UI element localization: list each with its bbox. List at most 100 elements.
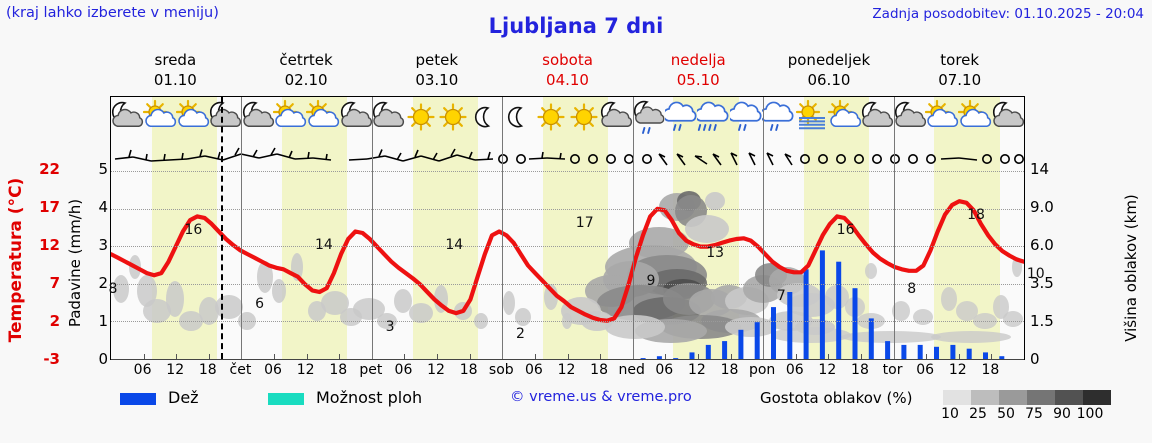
horizontal-gridline: [111, 171, 1024, 172]
x-axis-tick-labels: 06 12 18 čet 06 12 18 pet 06 12 18 sob 06 12 18 ned 06 12…: [110, 362, 1025, 382]
x-axis-tick: [828, 354, 830, 359]
precipitation-bar: [656, 356, 662, 360]
page-title: Ljubljana 7 dni: [488, 14, 664, 38]
cloud-blob: [913, 309, 933, 325]
x-axis-tick: [306, 354, 308, 359]
weather-icon-moon-cloud: [991, 99, 1025, 141]
cloud-blob: [215, 295, 243, 319]
x-tick-label: 18: [329, 362, 348, 378]
cloud-density-cell-100: [1083, 390, 1111, 405]
cloud-blob: [166, 281, 184, 317]
cloud-density-tick: 100: [1076, 406, 1104, 422]
day-header-3: sobota 04.10: [502, 50, 633, 94]
day-date: 07.10: [938, 71, 982, 89]
x-tick-label: 18: [198, 362, 217, 378]
cloud-height-tick: 9.0: [1030, 198, 1054, 216]
cloud-height-axis-title: Višina oblakov (km): [1122, 168, 1148, 368]
cloud-blob: [353, 298, 385, 320]
precipitation-bar: [705, 344, 711, 360]
cloud-blob: [956, 301, 978, 321]
precipitation-bar: [722, 341, 728, 360]
weather-icon-cloud-rain-heavy: [697, 99, 731, 141]
forecast-plot: 8 16 6 14 3 14 2 17 9 13 7 16 8 18 10: [108, 96, 1045, 360]
x-tick-label: 12: [948, 362, 967, 378]
cloud-density-scale: [943, 390, 1111, 405]
x-tick-label: 12: [557, 362, 576, 378]
precipitation-tick: 4: [98, 198, 108, 216]
x-tick-label: 12: [688, 362, 706, 378]
location-menu-hint[interactable]: (kraj lahko izberete v meniju): [6, 5, 219, 21]
cloud-blob: [1003, 311, 1023, 327]
cloud-density-cell-50: [999, 390, 1027, 405]
precipitation-bar: [999, 356, 1005, 360]
day-date: 04.10: [546, 71, 589, 89]
temperature-value-label: 16: [836, 222, 855, 239]
precipitation-bar: [966, 348, 972, 360]
temperature-value-label: 18: [967, 207, 985, 224]
day-name: sobota: [542, 51, 593, 69]
x-tick-label: 12: [427, 362, 445, 378]
cloud-density-cell-10: [943, 390, 971, 405]
day-name: petek: [415, 51, 459, 69]
x-axis-tick: [208, 354, 210, 359]
cloud-height-tick: 6.0: [1030, 236, 1054, 254]
x-tick-label: sob: [488, 362, 514, 378]
cloud-density-tick: 75: [1025, 406, 1043, 422]
cloud-density-tick: 90: [1053, 406, 1071, 422]
day-header-4: nedelja 05.10: [633, 50, 764, 94]
temperature-value-label: 2: [516, 326, 525, 343]
day-separator: [632, 97, 634, 359]
x-axis-tick: [795, 354, 797, 359]
x-axis-tick: [534, 354, 536, 359]
weather-icon-sun-cloud: [142, 99, 177, 141]
weather-icon-strip: [111, 97, 1024, 145]
cloud-blob: [841, 331, 941, 343]
temperature-value-label: 9: [646, 273, 656, 290]
precipitation-bar: [885, 341, 891, 360]
day-date: 01.10: [153, 71, 197, 89]
precipitation-bar: [787, 292, 793, 360]
weather-icon-cloud-rain: [762, 99, 796, 141]
weather-icon-sun: [567, 99, 601, 141]
cloud-blob: [394, 289, 412, 313]
current-time-line: [220, 97, 223, 359]
weather-icon-moon-cloud: [110, 99, 144, 141]
temperature-value-label: 7: [776, 288, 786, 305]
x-tick-label: ned: [618, 362, 645, 378]
legend: Dež Možnost ploh © vreme.us & vreme.pro …: [120, 388, 1142, 434]
precipitation-axis-ticks: 5 4 3 2 1 0: [88, 160, 108, 368]
copyright-link[interactable]: © vreme.us & vreme.pro: [510, 389, 692, 405]
cloud-density-layer: [113, 191, 1023, 343]
x-tick-label: 06: [264, 362, 282, 378]
weather-icon-moon: [502, 99, 536, 141]
temperature-value-label: 8: [907, 280, 917, 297]
weather-icon-sun-cloud: [175, 99, 210, 141]
horizontal-gridline: [111, 359, 1024, 360]
weather-icon-sun-fog: [795, 99, 829, 141]
temperature-axis-label: Temperatura (°C): [6, 177, 26, 343]
cloud-blob: [474, 313, 488, 329]
showers-legend-swatch: [268, 393, 304, 405]
x-axis-tick: [860, 354, 862, 359]
precipitation-bar: [738, 329, 744, 360]
cloud-blob: [973, 313, 997, 329]
temperature-value-label: 6: [255, 295, 265, 312]
x-tick-label: 06: [133, 362, 152, 378]
day-separator: [241, 97, 243, 359]
day-header-5: ponedeljek 06.10: [764, 50, 895, 94]
temperature-axis-ticks: 22 17 12 7 2 -3: [26, 160, 60, 368]
precipitation-bar: [852, 288, 858, 360]
weather-icon-sun: [404, 99, 438, 141]
precipitation-tick: 0: [98, 350, 108, 368]
precipitation-bar: [868, 318, 874, 360]
day-date: 03.10: [415, 71, 459, 89]
precipitation-axis-label: Padavine (mm/h): [66, 198, 84, 328]
x-axis-tick: [437, 354, 439, 359]
precipitation-bar: [836, 261, 842, 360]
x-axis-tick: [665, 354, 667, 359]
x-tick-label: 18: [459, 362, 478, 378]
cloud-blob: [892, 301, 910, 321]
precipitation-tick: 5: [98, 160, 108, 178]
chart-svg: [111, 191, 1024, 360]
cloud-blob: [605, 315, 665, 339]
